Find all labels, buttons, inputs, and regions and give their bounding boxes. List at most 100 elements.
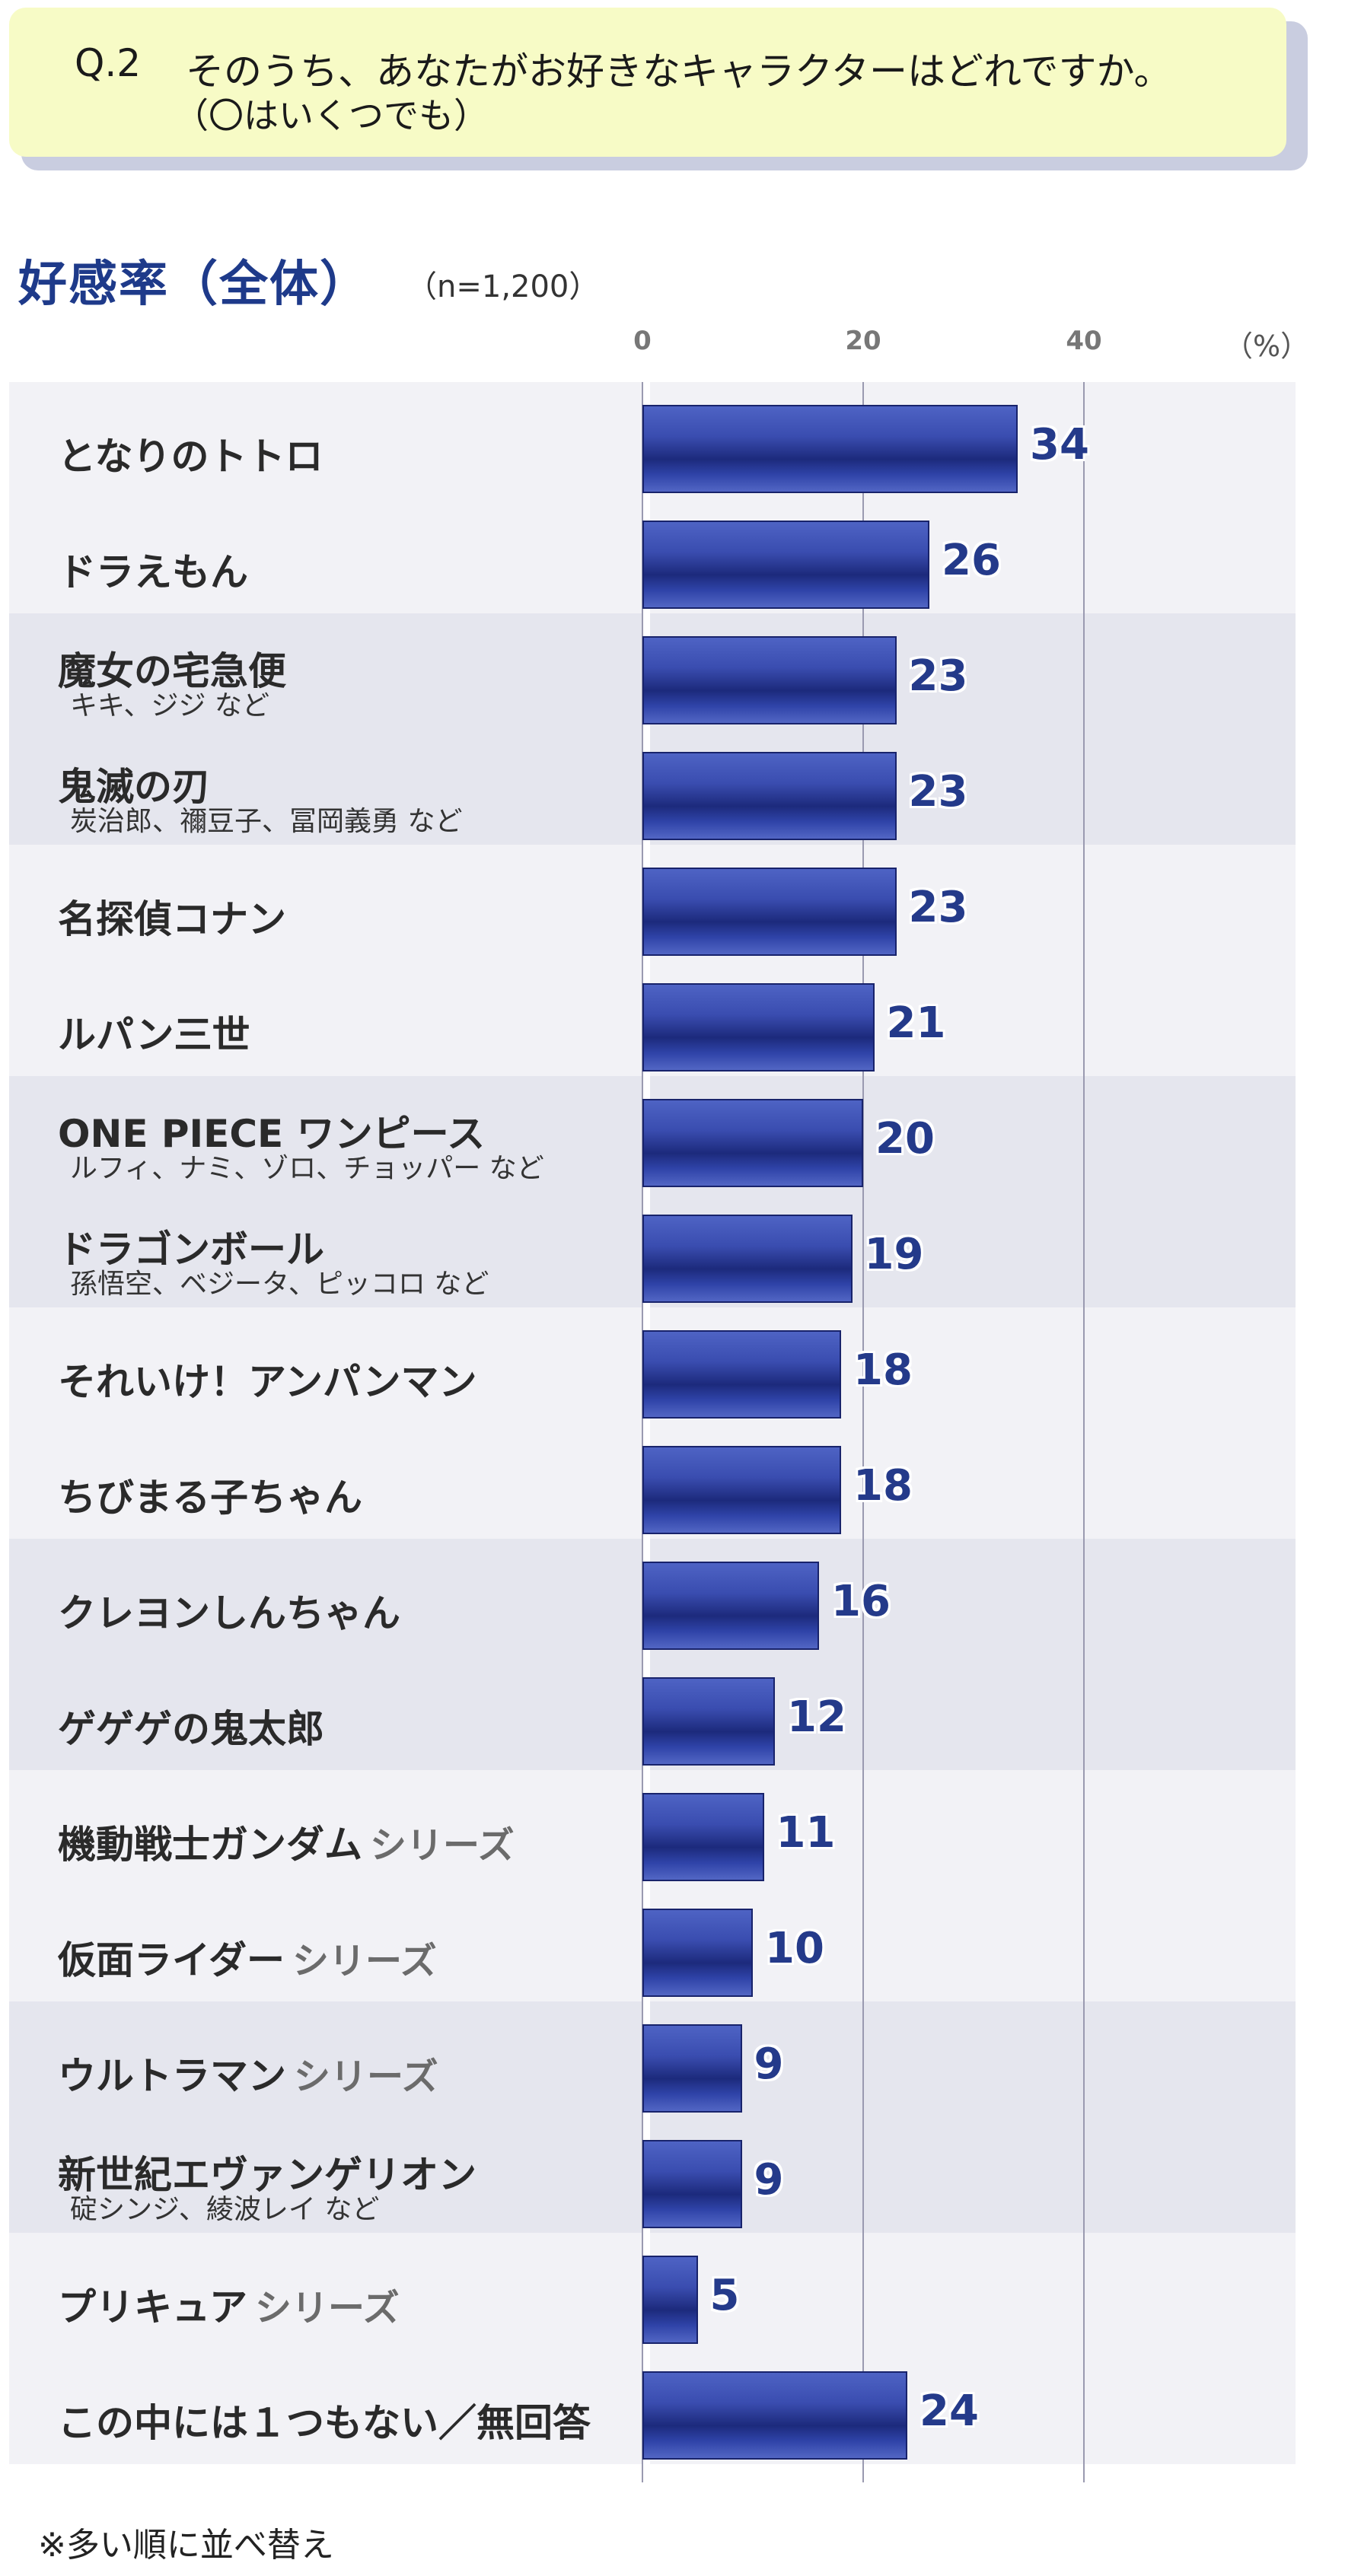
chart-row: 鬼滅の刃 炭治郎、禰豆子、冨岡義勇 など 23	[9, 729, 1296, 845]
chart-row: 仮面ライダー シリーズ 10	[9, 1886, 1296, 2001]
bar	[642, 636, 897, 724]
bar	[642, 868, 897, 956]
category-suffix: シリーズ	[294, 2055, 438, 2098]
bar-value-label: 18	[853, 1461, 913, 1511]
category-label: 新世紀エヴァンゲリオン	[58, 2145, 476, 2199]
category-label: 仮面ライダー シリーズ	[58, 1930, 437, 1985]
bar-value-label: 18	[853, 1345, 913, 1395]
bar	[642, 405, 1018, 493]
bar	[642, 2371, 907, 2460]
bar-value-label: 19	[864, 1230, 924, 1279]
bar	[642, 2024, 742, 2113]
category-label: ちびまる子ちゃん	[58, 1467, 362, 1522]
bar-value-label: 9	[754, 2039, 784, 2089]
category-name: 魔女の宅急便	[58, 649, 286, 693]
bar-value-label: 5	[709, 2271, 740, 2320]
question-number: Q.2	[75, 41, 142, 85]
category-name: 新世紀エヴァンゲリオン	[58, 2153, 476, 2197]
bar-value-label: 21	[886, 998, 946, 1048]
chart-row: ウルトラマン シリーズ 9	[9, 2001, 1296, 2117]
category-name: プリキュア	[58, 2285, 247, 2329]
bar	[642, 752, 897, 840]
label-bar-divider	[642, 382, 650, 2482]
category-name: 機動戦士ガンダム	[58, 1823, 362, 1867]
bar	[642, 1099, 863, 1187]
chart-row: ちびまる子ちゃん 18	[9, 1423, 1296, 1539]
chart-row: ドラえもん 26	[9, 498, 1296, 613]
category-examples: 炭治郎、禰豆子、冨岡義勇 など	[70, 806, 463, 837]
footnote: ※多い順に並べ替え	[38, 2526, 334, 2565]
sample-size: （n=1,200）	[406, 269, 600, 304]
category-label: ゲゲゲの鬼太郎	[58, 1699, 324, 1753]
bar-value-label: 23	[908, 651, 968, 701]
category-label: クレヨンしんちゃん	[58, 1583, 400, 1638]
category-name: ルパン三世	[58, 1013, 250, 1057]
category-examples: ルフィ、ナミ、ゾロ、チョッパー など	[70, 1153, 544, 1184]
bar	[642, 1793, 764, 1881]
category-name: 仮面ライダー	[58, 1938, 285, 1982]
category-label: 魔女の宅急便	[58, 641, 286, 696]
bar	[642, 2140, 742, 2228]
bar	[642, 1330, 841, 1419]
category-name: 名探偵コナン	[58, 897, 286, 941]
bar-value-label: 12	[787, 1692, 846, 1742]
chart-row: この中には１つもない／無回答 24	[9, 2348, 1296, 2464]
chart-row: 新世紀エヴァンゲリオン 碇シンジ、綾波レイ など 9	[9, 2117, 1296, 2233]
category-suffix: シリーズ	[370, 1824, 515, 1867]
bar	[642, 1677, 775, 1766]
category-label: プリキュア シリーズ	[58, 2277, 400, 2332]
chart-row: ドラゴンボール 孫悟空、ベジータ、ピッコロ など 19	[9, 1192, 1296, 1307]
category-label: ドラゴンボール	[58, 1219, 324, 1274]
bar-value-label: 26	[942, 536, 1001, 585]
chart-row: 魔女の宅急便 キキ、ジジ など 23	[9, 613, 1296, 729]
category-label: ONE PIECE ワンピース	[58, 1103, 485, 1158]
category-name: それいけ！アンパンマン	[58, 1360, 477, 1404]
bar-value-label: 9	[754, 2155, 784, 2205]
chart-title: 好感率（全体）	[18, 256, 370, 313]
category-label: 名探偵コナン	[58, 889, 286, 944]
bar-value-label: 24	[920, 2387, 979, 2436]
category-name: ドラゴンボール	[58, 1228, 324, 1272]
unit-label: （%）	[1224, 330, 1310, 363]
category-suffix: シリーズ	[292, 1940, 437, 1982]
category-label: この中には１つもない／無回答	[58, 2393, 591, 2447]
category-examples: 碇シンジ、綾波レイ など	[70, 2194, 380, 2225]
gridline	[1083, 382, 1085, 2482]
chart-row: ルパン三世 21	[9, 960, 1296, 1076]
bar-value-label: 34	[1030, 420, 1089, 470]
category-name: 鬼滅の刃	[58, 765, 210, 809]
chart-row: ONE PIECE ワンピース ルフィ、ナミ、ゾロ、チョッパー など 20	[9, 1076, 1296, 1192]
bar	[642, 983, 875, 1071]
tick-label: 40	[1066, 326, 1102, 356]
category-name: ドラえもん	[58, 550, 248, 594]
tick-label: 20	[845, 326, 881, 356]
bar	[642, 2256, 698, 2344]
category-name: ゲゲゲの鬼太郎	[58, 1707, 324, 1751]
bar	[642, 1562, 819, 1650]
chart-row: 機動戦士ガンダム シリーズ 11	[9, 1770, 1296, 1886]
bar	[642, 1909, 753, 1997]
category-label: ルパン三世	[58, 1005, 250, 1059]
chart-row: 名探偵コナン 23	[9, 845, 1296, 960]
category-label: それいけ！アンパンマン	[58, 1352, 477, 1406]
chart-row: ゲゲゲの鬼太郎 12	[9, 1654, 1296, 1770]
bar	[642, 1446, 841, 1534]
question-sub: （〇はいくつでも）	[174, 95, 489, 136]
bar-value-label: 23	[908, 767, 968, 817]
bar-value-label: 16	[831, 1577, 891, 1626]
category-name: クレヨンしんちゃん	[58, 1591, 400, 1635]
chart-row: となりのトトロ 34	[9, 382, 1296, 498]
bar-value-label: 11	[776, 1808, 836, 1858]
category-label: 機動戦士ガンダム シリーズ	[58, 1814, 515, 1869]
bar-value-label: 10	[765, 1924, 824, 1973]
category-suffix: シリーズ	[255, 2287, 400, 2329]
category-name: この中には１つもない／無回答	[58, 2401, 591, 2445]
category-label: ドラえもん	[58, 542, 248, 597]
bar	[642, 521, 929, 609]
gridline	[642, 382, 643, 2482]
category-label: 鬼滅の刃	[58, 756, 210, 811]
category-name: ウルトラマン	[58, 2054, 286, 2098]
bar-value-label: 20	[875, 1114, 935, 1164]
bar	[642, 1215, 853, 1303]
category-examples: 孫悟空、ベジータ、ピッコロ など	[70, 1269, 489, 1300]
